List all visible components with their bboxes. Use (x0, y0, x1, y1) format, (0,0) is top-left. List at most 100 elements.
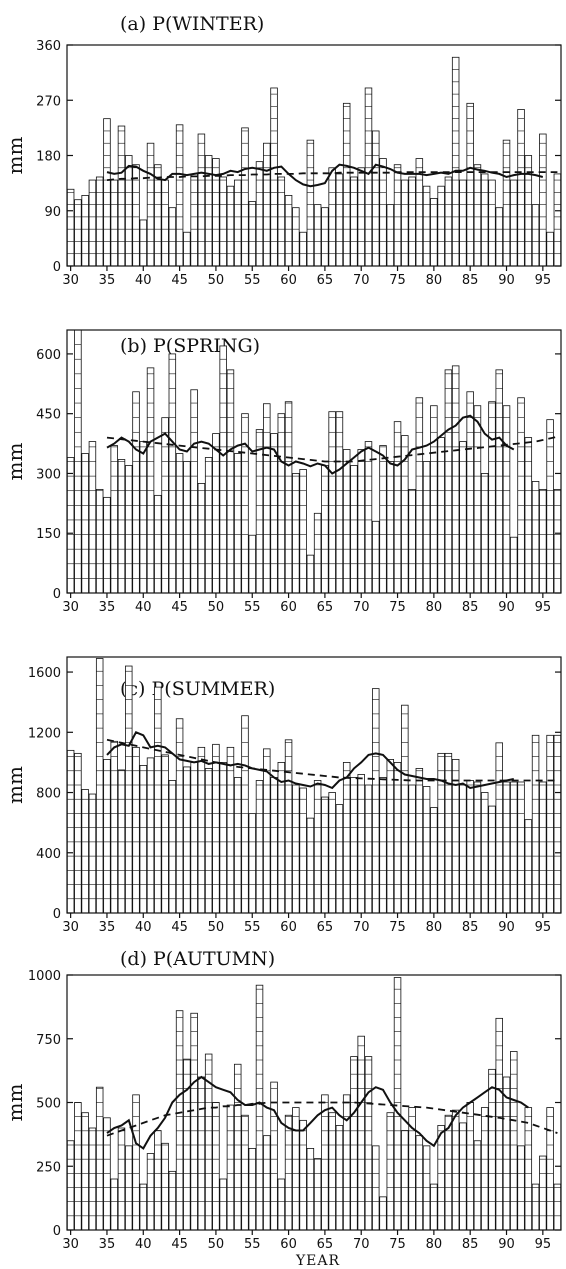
bar (444, 1114, 453, 1231)
bar (74, 752, 82, 914)
bar (466, 391, 474, 594)
bar (539, 488, 547, 594)
bar (386, 1112, 395, 1231)
x-tick-label: 60 (280, 600, 297, 615)
bar (553, 1183, 562, 1231)
bar (408, 784, 416, 914)
bar (502, 781, 511, 914)
bar (175, 718, 184, 914)
bar (364, 87, 373, 267)
bar (393, 421, 402, 594)
bar (473, 405, 482, 594)
x-tick-label: 80 (426, 600, 443, 615)
running-mean-line (106, 1075, 529, 1150)
bar (270, 777, 278, 914)
bar (154, 1130, 162, 1231)
bar (168, 780, 177, 914)
x-tick-label: 55 (244, 273, 261, 288)
bar (437, 185, 445, 267)
trend-line (106, 435, 558, 463)
bar (226, 746, 235, 914)
bar (183, 461, 191, 594)
bar (539, 1155, 547, 1231)
bar (510, 179, 518, 267)
x-tick-label: 70 (353, 1237, 370, 1252)
bar (88, 179, 97, 267)
bar (139, 441, 148, 594)
x-tick-label: 60 (280, 920, 297, 935)
x-tick-label: 40 (135, 600, 152, 615)
bar (190, 173, 198, 267)
x-tick-label: 60 (280, 273, 297, 288)
bar (430, 807, 438, 914)
bar (531, 204, 540, 267)
bar (430, 1183, 438, 1231)
panel-title: (b) P(SPRING) (120, 335, 260, 357)
bar (248, 1148, 256, 1231)
bar (415, 768, 424, 914)
bar (197, 746, 206, 914)
bar (386, 204, 395, 267)
panel-a: (a) P(WINTER) mm 0 90 180 270 360 30 35 40 45 50 55 6… (3, 13, 562, 288)
bar (502, 139, 511, 267)
bar (364, 784, 373, 914)
y-tick-label: 180 (36, 150, 61, 165)
bar (350, 176, 358, 267)
bar (117, 459, 126, 594)
bar (161, 179, 169, 267)
bar (255, 984, 264, 1231)
bar (146, 757, 155, 914)
bar (306, 554, 315, 594)
bar (81, 453, 89, 594)
bar (335, 411, 344, 594)
bar (168, 207, 177, 267)
bar (233, 1063, 242, 1231)
bar (161, 754, 169, 914)
x-tick-label: 95 (535, 600, 552, 615)
plot-frame (66, 656, 562, 914)
bar (531, 734, 540, 914)
y-tick-label: 90 (44, 205, 61, 220)
x-tick-label: 75 (389, 920, 406, 935)
bar (473, 1140, 482, 1231)
bar (233, 453, 242, 594)
bar (284, 739, 293, 914)
bar (539, 781, 547, 914)
bar (321, 796, 329, 914)
panel-b: (b) P(SPRING) mm 0 150 300 450 600 30 35 40 45 50 55… (3, 329, 562, 615)
bar (502, 1076, 511, 1231)
bar (510, 781, 518, 914)
bar (110, 445, 118, 594)
bar (204, 457, 213, 594)
bar (299, 1119, 307, 1231)
bar (241, 413, 249, 594)
running-mean-line (106, 163, 544, 188)
bar (372, 130, 380, 267)
bar (546, 419, 554, 594)
bar (183, 1058, 191, 1231)
trend-line (106, 1101, 558, 1137)
x-tick-label: 75 (389, 1237, 406, 1252)
bar (466, 780, 474, 914)
bar (139, 1183, 148, 1231)
x-tick-label: 95 (535, 1237, 552, 1252)
x-tick-label: 85 (462, 273, 479, 288)
x-tick-label: 30 (62, 600, 79, 615)
bar (488, 179, 496, 267)
bar (175, 453, 184, 594)
bar (393, 977, 402, 1231)
bar (66, 457, 75, 594)
bar (270, 433, 278, 594)
bar (517, 1145, 525, 1231)
bar (546, 734, 554, 914)
x-tick-label: 90 (498, 1237, 515, 1252)
bar (117, 769, 126, 914)
x-tick-label: 55 (244, 1237, 261, 1252)
bar (473, 781, 482, 914)
bar (255, 429, 264, 594)
y-tick-label: 600 (36, 348, 61, 363)
bar (517, 781, 525, 914)
bar (313, 512, 322, 594)
bar (546, 231, 554, 267)
